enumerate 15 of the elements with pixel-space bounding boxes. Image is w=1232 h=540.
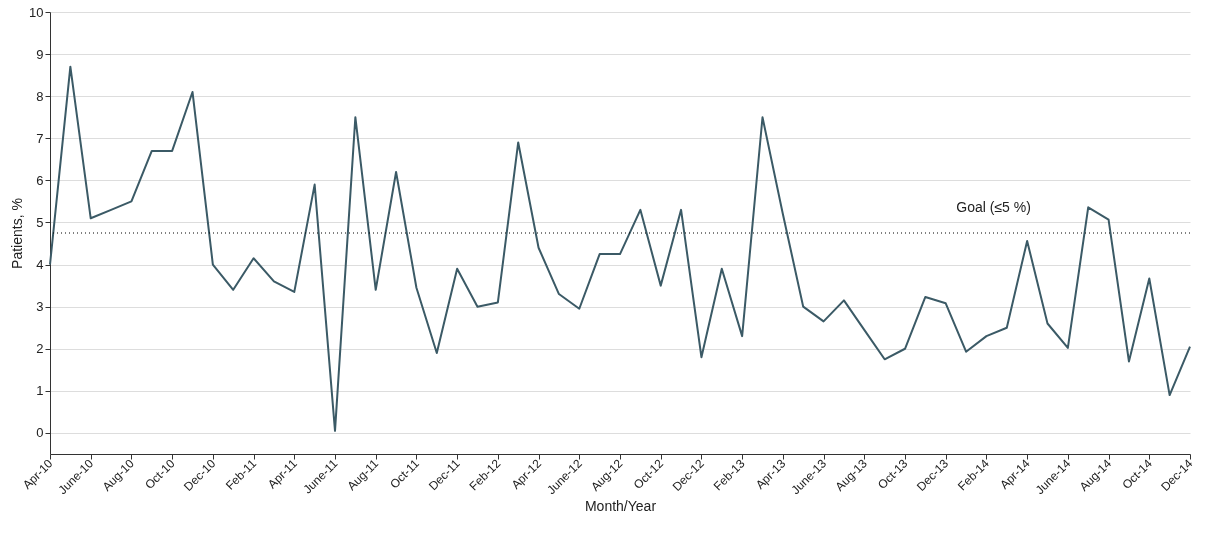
y-tick-label: 4: [36, 257, 44, 273]
y-tick-label: 9: [36, 46, 44, 62]
y-tick-label: 6: [36, 172, 44, 188]
y-tick-label: 3: [36, 299, 44, 315]
ref-line-label: Goal (≤5 %): [956, 199, 1031, 215]
y-tick-label: 0: [36, 425, 44, 441]
y-tick-label: 1: [36, 383, 44, 399]
line-series: [49, 65, 1191, 432]
y-tick-label: 10: [29, 4, 44, 20]
y-tick-label: 8: [36, 88, 44, 104]
y-tick-label: 2: [36, 341, 44, 357]
x-axis-title: Month/Year: [584, 498, 657, 515]
y-axis-title: Patients, %: [9, 198, 26, 269]
y-tick-label: 7: [36, 130, 44, 146]
y-tick-label: 5: [36, 214, 44, 230]
